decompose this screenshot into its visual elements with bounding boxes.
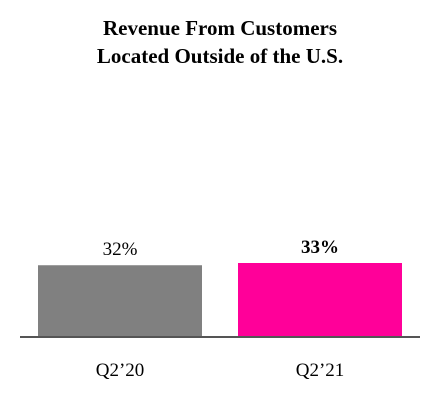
bar-2 <box>238 263 402 337</box>
chart-title-line-2: Located Outside of the U.S. <box>96 44 344 68</box>
category-label-1: Q2’20 <box>96 360 145 381</box>
data-label-2: 33% <box>301 237 339 258</box>
category-label-2: Q2’21 <box>296 360 345 381</box>
bar-1 <box>38 265 202 337</box>
chart-title: Revenue From Customers Located Outside o… <box>0 14 440 70</box>
chart-title-line-1: Revenue From Customers <box>102 16 338 40</box>
data-label-1: 32% <box>103 239 138 260</box>
